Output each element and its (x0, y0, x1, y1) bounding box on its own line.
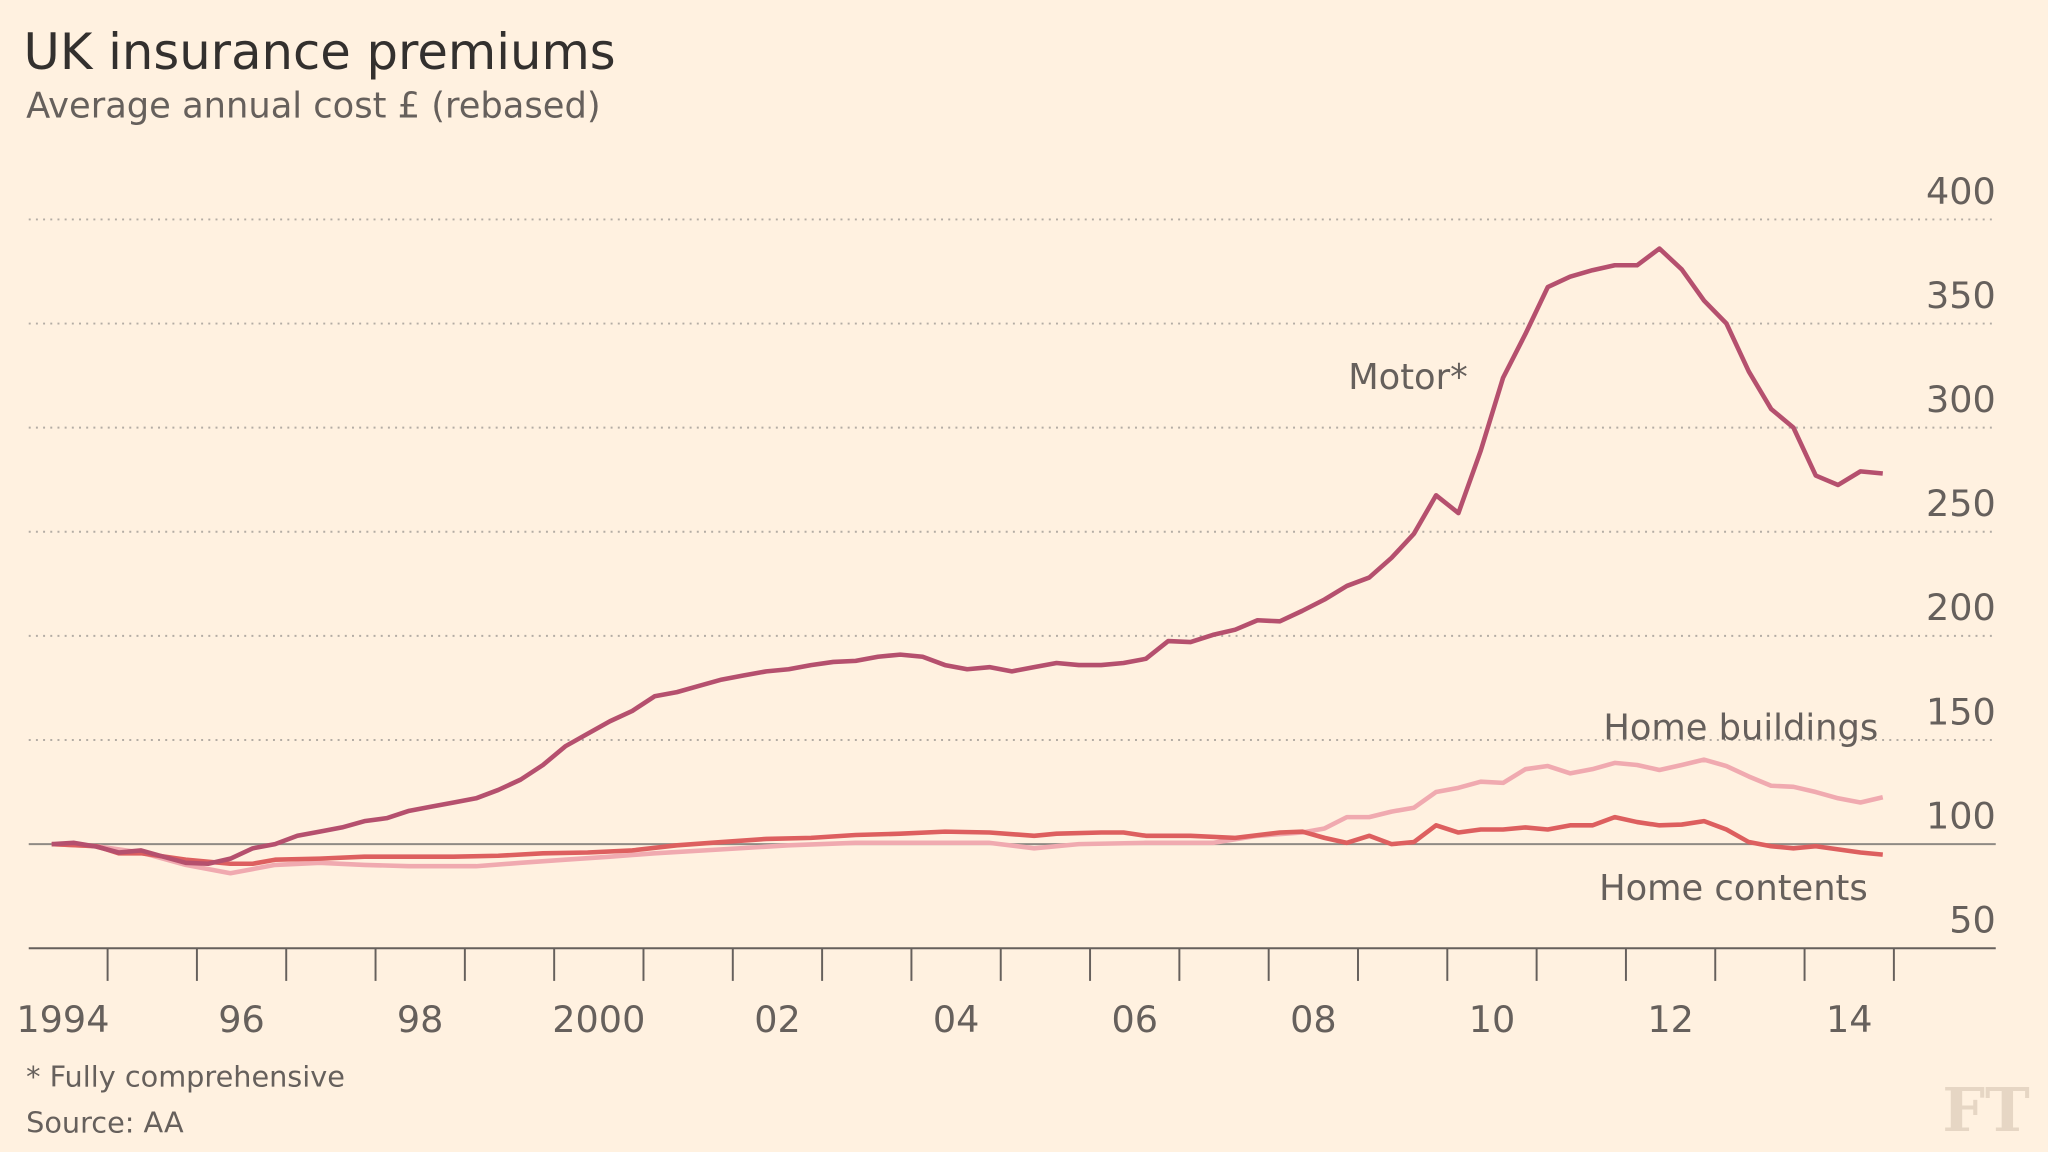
x-tick-label: 10 (1469, 998, 1516, 1041)
y-tick-label: 300 (1926, 378, 1996, 421)
x-tick-label: 2000 (552, 998, 645, 1041)
y-tick-label: 150 (1926, 690, 1996, 733)
y-tick-label: 350 (1926, 274, 1996, 317)
chart-title: UK insurance premiums (24, 23, 616, 81)
x-tick-label: 98 (397, 998, 444, 1041)
y-tick-label: 50 (1949, 899, 1996, 942)
y-tick-label: 100 (1926, 794, 1996, 837)
footnote: * Fully comprehensive (26, 1060, 345, 1094)
x-tick-label: 02 (754, 998, 801, 1041)
series-label: Home buildings (1603, 707, 1878, 748)
series-line (51, 814, 1883, 867)
x-tick-label: 1994 (16, 998, 109, 1041)
y-tick-label: 250 (1926, 482, 1996, 525)
x-tick-label: 06 (1111, 998, 1158, 1041)
y-tick-label: 200 (1926, 586, 1996, 629)
x-tick-label: 08 (1290, 998, 1337, 1041)
series-label: Home contents (1599, 868, 1868, 909)
source: Source: AA (26, 1105, 184, 1139)
logo: FT (1942, 1076, 2030, 1146)
y-tick-label: 400 (1926, 170, 1996, 213)
x-tick-label: 04 (933, 998, 980, 1041)
series-line (51, 757, 1884, 876)
x-tick-label: 96 (218, 998, 265, 1041)
series-label: Motor* (1348, 357, 1468, 398)
series-line (51, 246, 1883, 867)
x-tick-label: 12 (1647, 998, 1694, 1041)
chart-subtitle: Average annual cost £ (rebased) (26, 86, 600, 127)
x-tick-label: 14 (1826, 998, 1873, 1041)
